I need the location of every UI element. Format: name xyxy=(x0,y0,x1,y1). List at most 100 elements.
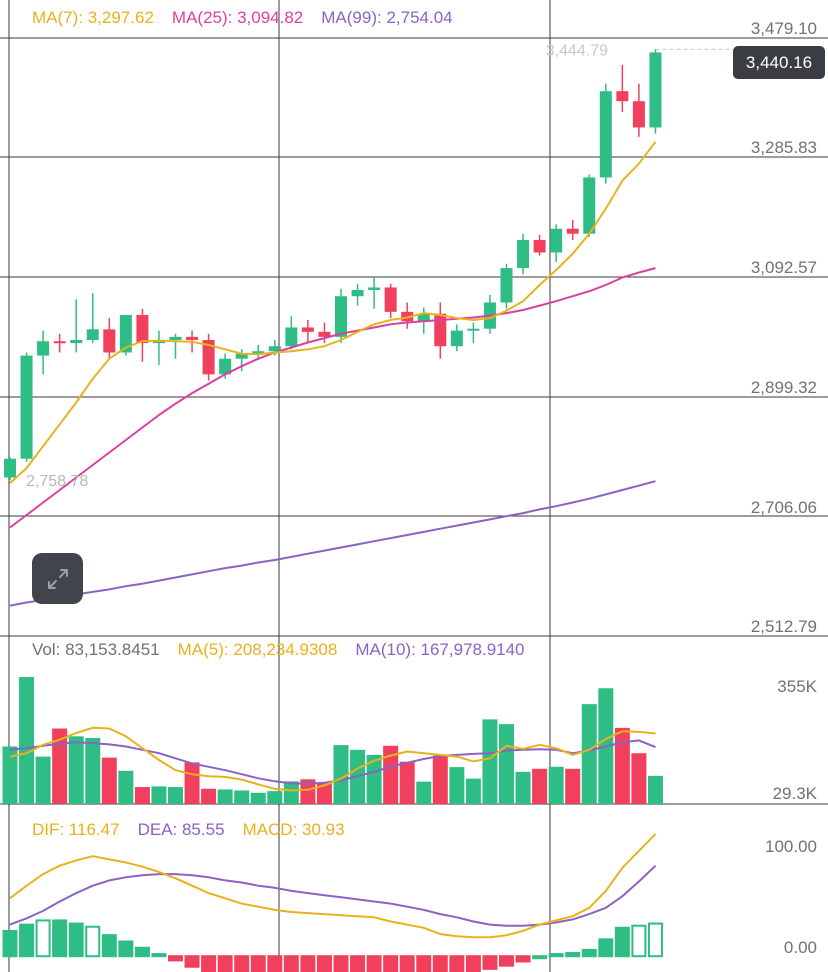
macd-histogram-bar xyxy=(217,955,233,972)
macd-axis-label: 100.00 xyxy=(765,837,817,856)
price-axis-label: 2,706.06 xyxy=(751,498,817,517)
volume-bar xyxy=(234,790,250,804)
candle-body xyxy=(649,52,662,128)
volume-bar xyxy=(581,704,597,804)
candle-body xyxy=(632,101,645,128)
volume-bar xyxy=(432,755,448,804)
volume-bar xyxy=(201,788,217,804)
candle-body xyxy=(202,339,215,375)
volume-bar xyxy=(532,768,548,804)
macd-histogram-bar xyxy=(350,955,366,972)
candle-body xyxy=(86,329,99,340)
macd-histogram-bar xyxy=(85,925,101,958)
candle-body xyxy=(500,268,513,303)
macd-histogram-bar xyxy=(647,922,663,958)
volume-bar xyxy=(68,736,84,804)
macd-histogram-bar xyxy=(101,934,117,958)
macd-axis-label: 0.00 xyxy=(784,938,817,957)
candle-body xyxy=(351,289,364,297)
volume-bar xyxy=(19,677,35,804)
candle-body xyxy=(566,228,579,234)
vol-ma5-legend: MA(5): 208,234.9308 xyxy=(177,640,338,659)
macd-histogram-bar xyxy=(316,955,332,972)
expand-arrows-icon xyxy=(47,568,68,589)
volume-bar xyxy=(499,724,514,804)
volume-bar xyxy=(267,791,283,804)
candle-body xyxy=(53,341,66,344)
volume-bar xyxy=(151,786,167,804)
candle-body xyxy=(235,353,248,359)
candle-body xyxy=(467,328,480,331)
candle-body xyxy=(301,327,314,332)
volume-bar xyxy=(217,789,233,804)
volume-bar xyxy=(85,738,101,804)
ma99-legend: MA(99): 2,754.04 xyxy=(321,8,453,27)
volume-bar xyxy=(118,770,134,804)
volume-axis-label: 29.3K xyxy=(773,784,818,803)
macd-histogram-bar xyxy=(333,955,349,972)
candle-body xyxy=(169,336,182,340)
macd-histogram-bar xyxy=(532,955,548,960)
volume-bar xyxy=(416,781,432,804)
macd-histogram-bar xyxy=(366,955,382,972)
macd-histogram-bar xyxy=(151,953,167,958)
candle-body xyxy=(37,341,50,356)
volume-bar xyxy=(449,767,465,804)
candle-body xyxy=(599,91,612,178)
price-axis-label: 3,285.83 xyxy=(751,138,817,157)
candle-body xyxy=(616,91,629,102)
candle-body xyxy=(318,331,331,337)
candle-body xyxy=(20,355,33,459)
volume-bar xyxy=(101,757,117,804)
volume-bar xyxy=(366,754,382,804)
vol-legend: Vol: 83,153.8451 xyxy=(32,640,160,659)
macd-histogram-bar xyxy=(465,955,481,972)
dif-line xyxy=(9,833,657,939)
macd-histogram-bar xyxy=(614,926,630,958)
macd-histogram-bar xyxy=(250,955,266,972)
macd-histogram-bar xyxy=(565,952,581,958)
vol-ma10-legend: MA(10): 167,978.9140 xyxy=(355,640,525,659)
macd-histogram-bar xyxy=(52,919,68,958)
volume-bar xyxy=(399,761,415,804)
expand-button[interactable] xyxy=(32,553,83,604)
candle-body xyxy=(186,336,199,340)
macd-value-legend: MACD: 30.93 xyxy=(242,820,345,839)
macd-histogram-bar xyxy=(283,955,299,972)
volume-bar xyxy=(333,745,349,804)
price-legend: MA(7): 3,297.62 MA(25): 3,094.82 MA(99):… xyxy=(32,8,453,28)
macd-histogram-bar xyxy=(234,955,250,972)
ma7-line xyxy=(9,141,657,484)
macd-histogram-bar xyxy=(416,955,432,972)
macd-histogram-bar xyxy=(19,923,35,958)
macd-histogram-bar xyxy=(499,955,514,967)
macd-histogram-bar xyxy=(35,919,51,958)
volume-bar xyxy=(35,756,51,804)
macd-histogram-bar xyxy=(184,955,200,968)
price-axis-label: 2,899.32 xyxy=(751,378,817,397)
volume-bar xyxy=(134,787,150,804)
candle-body xyxy=(119,314,132,353)
macd-histogram-bar xyxy=(2,929,18,958)
macd-histogram-bar xyxy=(581,948,597,958)
candle-body xyxy=(70,339,83,344)
volume-bar xyxy=(316,782,332,804)
macd-histogram-bar xyxy=(432,955,448,972)
volume-legend: Vol: 83,153.8451 MA(5): 208,234.9308 MA(… xyxy=(32,640,525,660)
macd-histogram-bar xyxy=(201,955,217,972)
macd-histogram-bar xyxy=(449,955,465,972)
candle-body xyxy=(103,329,116,353)
macd-histogram-bar xyxy=(134,946,150,958)
macd-histogram-bar xyxy=(598,938,614,958)
dea-legend: DEA: 85.55 xyxy=(137,820,225,839)
volume-bar xyxy=(631,753,647,804)
candle-body xyxy=(368,287,381,290)
volume-bar xyxy=(184,762,200,804)
macd-histogram-bar xyxy=(631,924,647,958)
candle-body xyxy=(384,287,397,312)
candle-body xyxy=(219,358,232,375)
current-price-tag[interactable]: 3,440.16 xyxy=(733,46,825,79)
candle-body xyxy=(285,327,298,347)
